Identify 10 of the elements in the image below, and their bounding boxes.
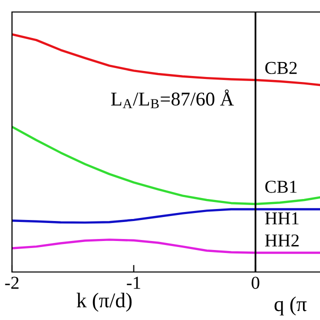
text: q (π	[274, 296, 307, 316]
annotation: L$_{A}$/L$_{B}$=87/60 Å	[111, 89, 234, 108]
x-tick-label: -1	[126, 276, 140, 289]
series-label: CB2	[265, 62, 297, 74]
series-label: HH1	[265, 212, 299, 224]
series-label: CB1	[265, 180, 297, 193]
x-axis-title: k (π/d)	[76, 292, 132, 312]
series-label: HH2	[265, 234, 299, 246]
x-tick-label: 0	[252, 276, 260, 289]
x-tick-label: -2	[5, 276, 19, 289]
